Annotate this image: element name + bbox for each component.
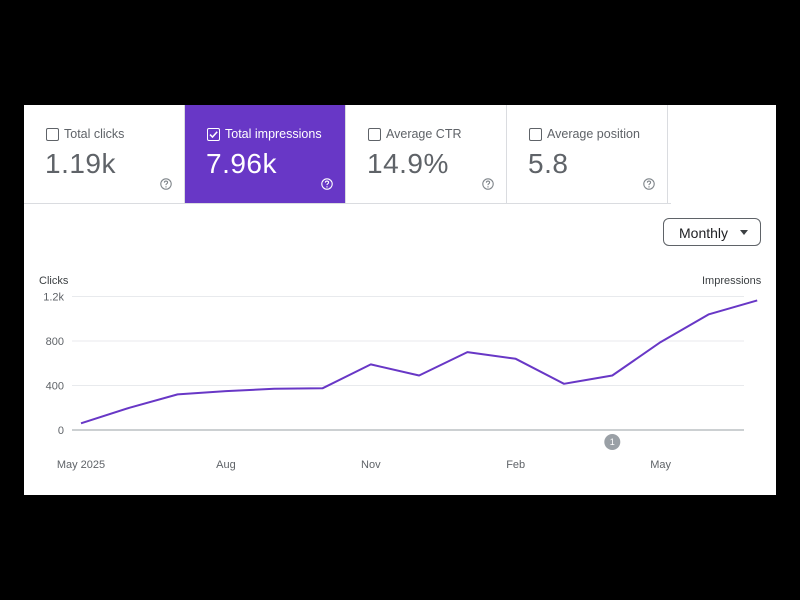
metric-label: Average position [547,127,640,141]
metric-value: 5.8 [528,148,569,179]
annotation-label: 1 [610,437,615,447]
metric-cards: Total clicks 1.19k Total impressions 7.9… [24,105,671,204]
metric-value: 1.19k [45,148,116,179]
x-tick-label: May [650,459,671,471]
checkbox-icon[interactable] [529,128,542,141]
performance-chart: 0 400 800 1.2k May 2025 Aug Nov Feb May 1 [43,292,758,471]
metric-value: 14.9% [367,148,449,179]
x-tick-label: Aug [216,459,236,471]
metric-card-average-ctr[interactable]: Average CTR 14.9% [346,105,507,203]
y-axis-left-title: Clicks [39,275,69,287]
metric-label: Total impressions [225,127,322,141]
metric-card-total-clicks[interactable]: Total clicks 1.19k [24,105,185,203]
x-tick-label: May 2025 [57,459,105,471]
checkbox-icon[interactable] [46,128,59,141]
help-circle-icon[interactable] [643,178,655,190]
period-dropdown[interactable]: Monthly [663,218,761,246]
metric-label: Total clicks [64,127,125,141]
metric-card-average-position[interactable]: Average position 5.8 [507,105,668,203]
y-tick-label: 400 [46,381,64,393]
checkbox-icon[interactable] [207,128,220,141]
y-tick-label: 800 [46,336,64,348]
performance-panel: Total clicks 1.19k Total impressions 7.9… [24,105,776,495]
help-circle-icon[interactable] [482,178,494,190]
metric-card-total-impressions[interactable]: Total impressions 7.96k [185,105,346,203]
y-tick-label: 1.2k [43,292,64,304]
period-dropdown-label: Monthly [679,225,729,241]
series-line [80,299,758,425]
caret-down-icon [740,230,748,235]
y-tick-label: 0 [58,425,64,437]
annotation-marker [604,434,621,450]
checkbox-icon[interactable] [368,128,381,141]
help-circle-icon[interactable] [321,178,333,190]
y-axis-right-title: Impressions [702,275,762,287]
metric-value: 7.96k [206,148,277,179]
metric-label: Average CTR [386,127,462,141]
x-tick-label: Feb [506,459,525,471]
x-tick-label: Nov [361,459,381,471]
help-circle-icon[interactable] [160,178,172,190]
